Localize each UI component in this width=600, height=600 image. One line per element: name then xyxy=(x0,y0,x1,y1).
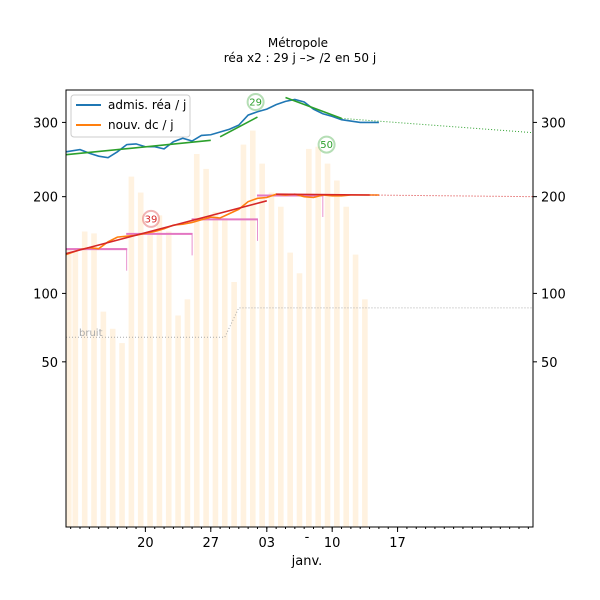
daily-bar xyxy=(66,248,72,527)
daily-bar xyxy=(165,231,172,528)
daily-bar xyxy=(231,282,237,527)
daily-bar xyxy=(343,206,350,527)
x-marker-dash: - xyxy=(305,530,310,545)
daily-bar xyxy=(91,233,97,527)
daily-bar xyxy=(362,299,368,527)
trend-line xyxy=(65,200,268,255)
daily-bar xyxy=(296,273,303,527)
daily-bar xyxy=(259,163,265,528)
daily-bar xyxy=(72,250,79,527)
x-axis-label: janv. xyxy=(291,554,323,569)
annotation-label: 50 xyxy=(320,140,333,151)
chart-title: Métropole xyxy=(268,36,328,50)
y-tick-label-right: 100 xyxy=(541,287,566,302)
series-line-admis xyxy=(65,98,379,159)
daily-bar xyxy=(147,231,153,528)
daily-bar xyxy=(315,146,321,527)
legend-label-admis: admis. réa / j xyxy=(108,98,186,112)
daily-bar xyxy=(137,192,144,527)
x-tick-label: 03 xyxy=(259,536,276,551)
legend: admis. réa / j nouv. dc / j xyxy=(70,94,191,138)
daily-bar xyxy=(268,192,275,527)
daily-bar xyxy=(334,180,340,527)
y-tick-label-left: 100 xyxy=(33,287,58,302)
daily-bar xyxy=(352,254,359,527)
trend-line xyxy=(65,139,211,156)
annotation-layer: 29 50 39 xyxy=(141,93,336,228)
y-tick-label-left: 300 xyxy=(33,116,58,131)
trend-line xyxy=(276,193,370,196)
daily-bar xyxy=(306,148,312,527)
y-tick-label-right: 50 xyxy=(541,356,558,371)
chart-subtitle: réa x2 : 29 j –> /2 en 50 j xyxy=(224,51,376,65)
daily-bar xyxy=(249,130,256,527)
trend-line xyxy=(341,117,534,134)
daily-bar xyxy=(156,215,163,527)
daily-bar xyxy=(212,211,219,527)
daily-bar xyxy=(203,168,209,527)
daily-bar xyxy=(184,299,191,527)
y-tick-label-right: 300 xyxy=(541,116,566,131)
daily-bar xyxy=(221,217,228,528)
daily-bar xyxy=(278,206,284,527)
legend-label-deces: nouv. dc / j xyxy=(108,118,174,132)
trend-line xyxy=(369,194,534,198)
annotation-label: 29 xyxy=(249,98,262,109)
annotation-bubble xyxy=(141,209,160,228)
trend-line xyxy=(285,96,342,120)
daily-bar xyxy=(119,343,125,527)
y-tick-label-left: 50 xyxy=(41,356,58,371)
x-tick-label: 10 xyxy=(324,536,341,551)
annotation-label: 39 xyxy=(145,214,158,225)
daily-bar xyxy=(193,153,200,527)
y-tick-label-right: 200 xyxy=(541,191,566,206)
plot-frame xyxy=(65,89,534,528)
bars-layer xyxy=(66,130,368,528)
noise-label: bruit xyxy=(79,328,103,339)
annotation-bubble xyxy=(317,135,336,154)
x-tick-label: 27 xyxy=(202,536,219,551)
daily-bar xyxy=(109,328,116,527)
daily-bar xyxy=(175,315,181,527)
daily-bar xyxy=(128,176,135,527)
ticks-layer: 50 50 100 100 200 200 300 300 20 27 03 10 17 xyxy=(33,116,566,551)
annotation-bubble xyxy=(246,93,265,112)
daily-bar xyxy=(81,231,88,528)
trend-layer xyxy=(65,96,534,255)
x-tick-label: 20 xyxy=(137,536,154,551)
trend-line xyxy=(219,116,258,138)
daily-bar xyxy=(240,144,247,527)
y-tick-label-left: 200 xyxy=(33,191,58,206)
daily-bar xyxy=(324,163,331,528)
daily-bar xyxy=(100,311,107,527)
x-tick-label: 17 xyxy=(389,536,406,551)
noise-layer: bruit xyxy=(66,307,533,339)
daily-bar xyxy=(287,252,293,527)
